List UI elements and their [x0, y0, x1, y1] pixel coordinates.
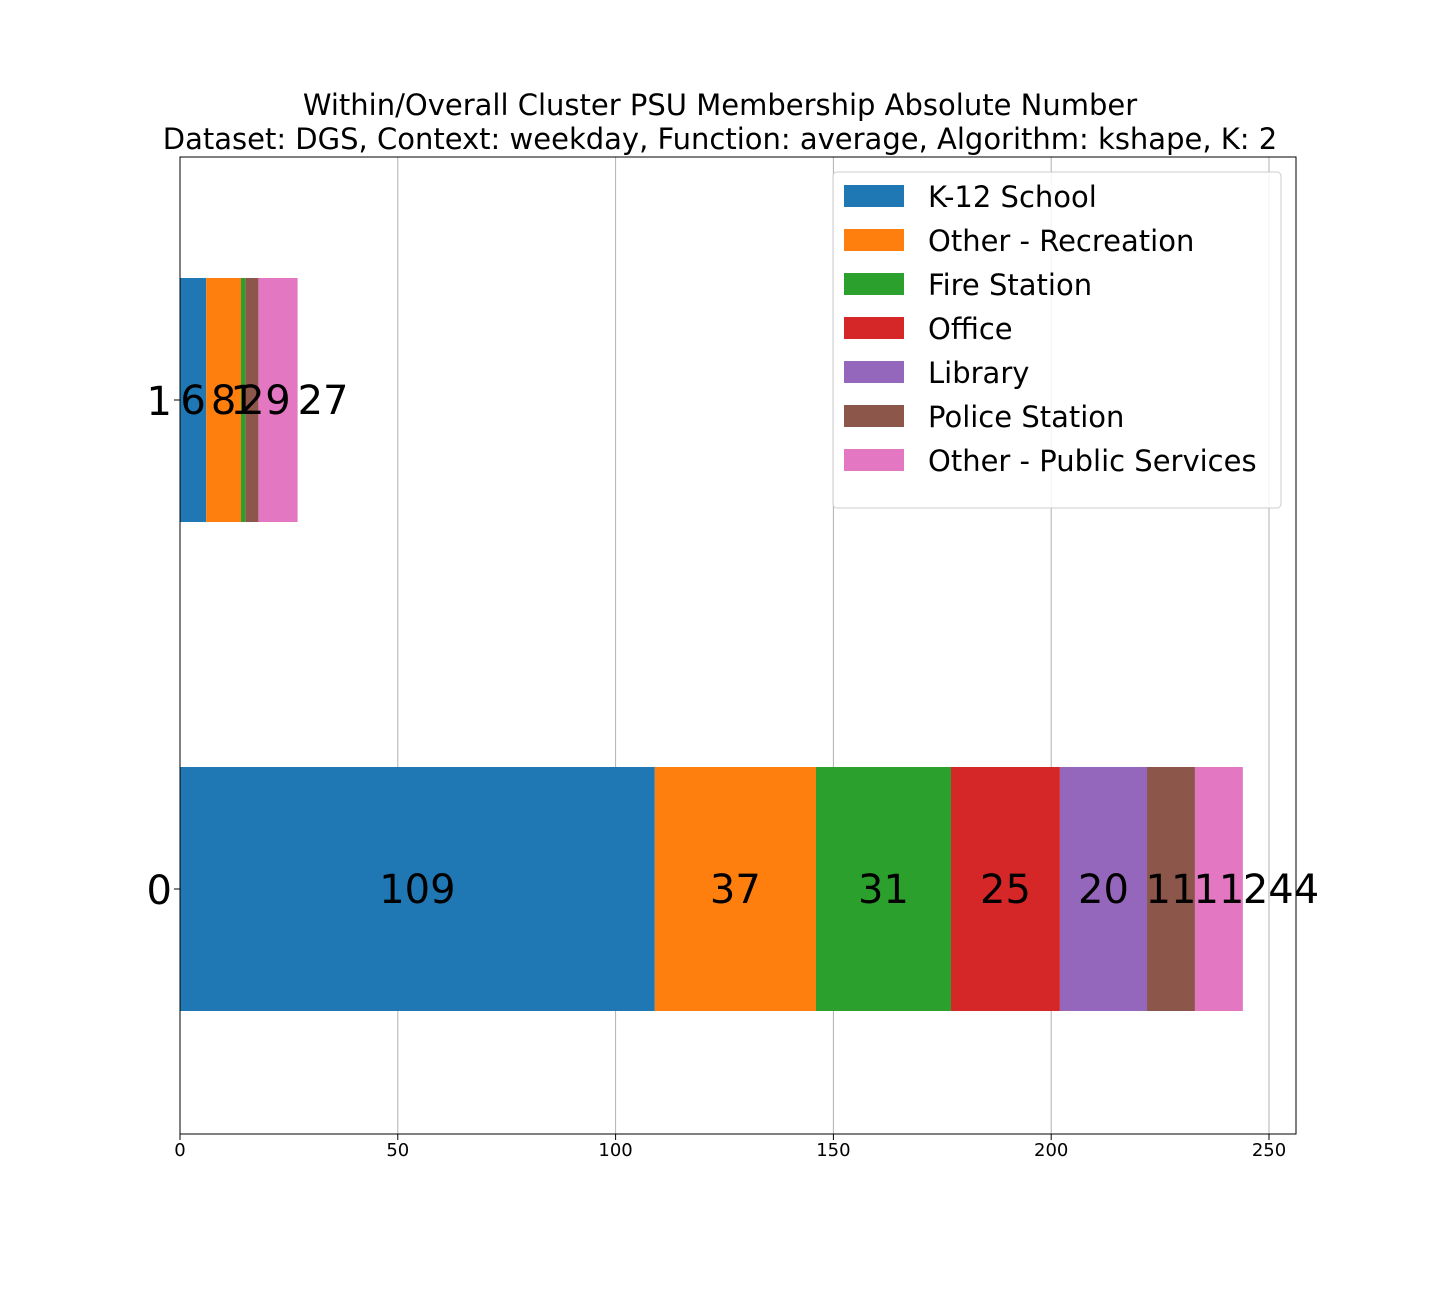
bar-segment: [1059, 767, 1148, 1011]
x-tick-label: 200: [1034, 1140, 1068, 1161]
chart-subtitle: Dataset: DGS, Context: weekday, Function…: [162, 122, 1278, 156]
bar-value-label: 20: [1078, 867, 1129, 913]
legend-swatch: [844, 405, 904, 427]
bar-value-label: 11: [1146, 867, 1197, 913]
bar-value-label: 1: [230, 378, 255, 424]
bar-value-label: 6: [180, 378, 205, 424]
bar-segment: [180, 767, 655, 1011]
x-tick-label: 50: [386, 1140, 409, 1161]
bar-value-label: 37: [710, 867, 761, 913]
bar-segment: [654, 767, 816, 1011]
legend-swatch: [844, 361, 904, 383]
bar-segment: [206, 278, 241, 522]
bar-segment: [240, 278, 246, 522]
legend-label: Other - Public Services: [928, 444, 1257, 478]
bar-value-label: 9: [265, 378, 290, 424]
bar-value-label: 11: [1193, 867, 1244, 913]
legend-label: Fire Station: [928, 268, 1092, 302]
y-tick-label: 0: [147, 868, 172, 914]
x-tick-label: 150: [816, 1140, 850, 1161]
bar-segment: [180, 278, 207, 522]
bar-segment: [1147, 767, 1195, 1011]
bar-value-label: 31: [858, 867, 909, 913]
legend[interactable]: K-12 School Other - Recreation Fire Statio…: [832, 171, 1282, 509]
axes: 0 50 100 150 200 250 0 1: [147, 379, 1287, 1161]
bar-value-label: 8: [211, 378, 236, 424]
bar-total-label: 27: [298, 378, 349, 424]
plot-frame: [179, 156, 1297, 1135]
legend-swatch: [844, 317, 904, 339]
bar-value-label: 109: [379, 867, 455, 913]
legend-label: Office: [928, 312, 1013, 346]
bar-segment: [258, 278, 298, 522]
legend-label: Police Station: [928, 400, 1124, 434]
chart-title: Within/Overall Cluster PSU Membership Ab…: [302, 88, 1138, 122]
bar-value-label: 2: [239, 378, 264, 424]
legend-label: K-12 School: [928, 180, 1097, 214]
legend-swatch: [844, 273, 904, 295]
bar-total-label: 244: [1243, 867, 1319, 913]
bar-segment: [815, 767, 952, 1011]
legend-box: [832, 171, 1282, 509]
legend-swatch: [844, 185, 904, 207]
x-tick-label: 250: [1252, 1140, 1286, 1161]
bar-segment: [1194, 767, 1243, 1011]
legend-label: Other - Recreation: [928, 224, 1194, 258]
x-tick-label: 0: [174, 1140, 185, 1161]
legend-swatch: [844, 449, 904, 471]
bar-value-label: 25: [980, 867, 1031, 913]
legend-label: Library: [928, 356, 1029, 390]
bars: [180, 278, 1243, 1011]
y-tick-label: 1: [147, 379, 172, 425]
bar-segment: [245, 278, 259, 522]
bar-segment: [951, 767, 1060, 1011]
x-tick-label: 100: [598, 1140, 632, 1161]
legend-swatch: [844, 229, 904, 251]
